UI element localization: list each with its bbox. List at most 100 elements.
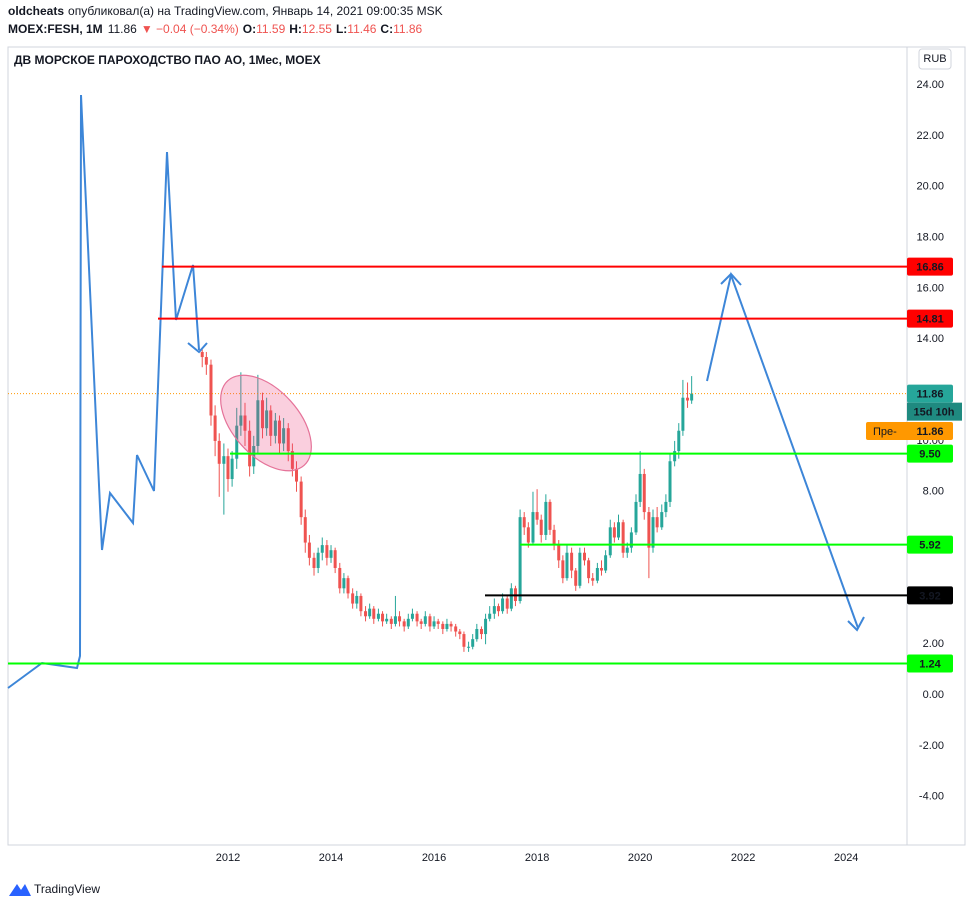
level-label: 14.81: [916, 314, 944, 326]
candle-body: [574, 570, 578, 586]
candle-body: [410, 613, 414, 619]
candle-body: [333, 550, 337, 568]
candle-body: [539, 519, 543, 535]
brand-name: TradingView: [34, 882, 100, 896]
level-label-box: [907, 535, 953, 554]
y-tick-label: 20.00: [916, 181, 944, 193]
candle-body: [299, 481, 303, 518]
countdown-box: [907, 402, 962, 421]
chart-frame: [7, 46, 966, 846]
candle-body: [351, 593, 355, 604]
y-tick-label: 18.00: [916, 232, 944, 244]
candle-body: [655, 517, 659, 528]
y-tick-label: 24.00: [916, 79, 944, 91]
candle-body: [256, 400, 260, 446]
x-tick-label: 2014: [319, 852, 343, 864]
candle-body: [599, 567, 603, 571]
candle-body: [454, 626, 458, 632]
candle-body: [204, 357, 208, 365]
candle-body: [406, 618, 410, 627]
level-label: 3.92: [919, 590, 940, 602]
ohlc-value: 11.59: [256, 22, 285, 36]
premarket-box: [866, 422, 953, 440]
candle-body: [522, 517, 526, 528]
candle-body: [587, 560, 591, 579]
level-label-box: [907, 586, 953, 605]
candle-body: [629, 532, 633, 548]
change: ▼ −0.04 (−0.34%): [141, 22, 239, 36]
candle-body: [535, 512, 539, 520]
level-label: 16.86: [916, 261, 944, 273]
chart-title: ДВ МОРСКОЕ ПАРОХОДСТВО ПАО АО, 1Мес, MOE…: [14, 53, 321, 67]
x-tick-label: 2020: [628, 852, 652, 864]
brand-icon: [9, 884, 31, 896]
level-label-box: [907, 654, 953, 673]
candle-body: [320, 545, 324, 553]
candle-body: [634, 501, 638, 533]
candle-body: [376, 613, 380, 619]
countdown: 15d 10h: [914, 407, 955, 419]
candle-body: [338, 567, 342, 589]
level-label-box: [907, 309, 953, 328]
candle-body: [449, 623, 453, 627]
x-tick-label: 2018: [525, 852, 549, 864]
candle-body: [604, 555, 608, 571]
candle-body: [342, 578, 346, 589]
candle-body: [415, 613, 419, 622]
candle-body: [213, 415, 217, 441]
candle-body: [243, 415, 247, 431]
candle-body: [261, 400, 265, 429]
level-label: 1.24: [919, 658, 941, 670]
highlight-ellipse: [220, 374, 312, 472]
candle-body: [445, 623, 449, 629]
candle-body: [368, 608, 372, 617]
candle-body: [544, 501, 548, 535]
candle-body: [509, 588, 513, 609]
candle-body: [552, 529, 556, 546]
candle-body: [235, 425, 239, 459]
candle-body: [239, 415, 243, 426]
currency[interactable]: RUB: [923, 53, 946, 65]
candle-body: [471, 639, 475, 647]
candle-body: [570, 552, 574, 571]
candle-body: [578, 552, 582, 586]
header-line-2: MOEX:FESH, 1M 11.86 ▼ −0.04 (−0.34%) O:11.5…: [8, 22, 423, 36]
y-tick-label: 8.00: [923, 486, 944, 498]
candle-body: [389, 618, 393, 624]
candle-body: [621, 522, 625, 553]
candle-body: [364, 611, 368, 617]
author: oldcheats: [8, 4, 64, 18]
ohlc-value: 11.46: [347, 22, 376, 36]
candle-body: [647, 512, 651, 548]
candle-body: [496, 606, 500, 612]
candle-body: [505, 598, 509, 609]
drawn-path: [7, 94, 200, 689]
candle-body: [488, 613, 492, 619]
premarket-label: Пре-: [873, 426, 897, 438]
candle-body: [325, 545, 329, 558]
candle-body: [428, 616, 432, 627]
candle-body: [557, 545, 561, 561]
candle-body: [436, 621, 440, 624]
candle-body: [582, 552, 586, 561]
candle-body: [625, 547, 629, 553]
level-label-box: [907, 257, 953, 276]
candle-body: [479, 628, 483, 635]
y-tick-label: 0.00: [923, 689, 944, 701]
candle-body: [346, 578, 350, 594]
x-tick-label: 2012: [216, 852, 240, 864]
plot: [8, 349, 907, 652]
candle-body: [329, 550, 333, 558]
y-tick-label: -4.00: [919, 791, 944, 803]
y-tick-label: 16.00: [916, 282, 944, 294]
candle-body: [307, 542, 311, 558]
candle-body: [531, 512, 535, 543]
candle-body: [303, 517, 307, 543]
candle-body: [359, 595, 363, 612]
currency-button[interactable]: [918, 48, 952, 70]
x-tick-label: 2024: [834, 852, 858, 864]
premarket-value: 11.86: [917, 426, 944, 438]
candle-body: [432, 621, 436, 627]
